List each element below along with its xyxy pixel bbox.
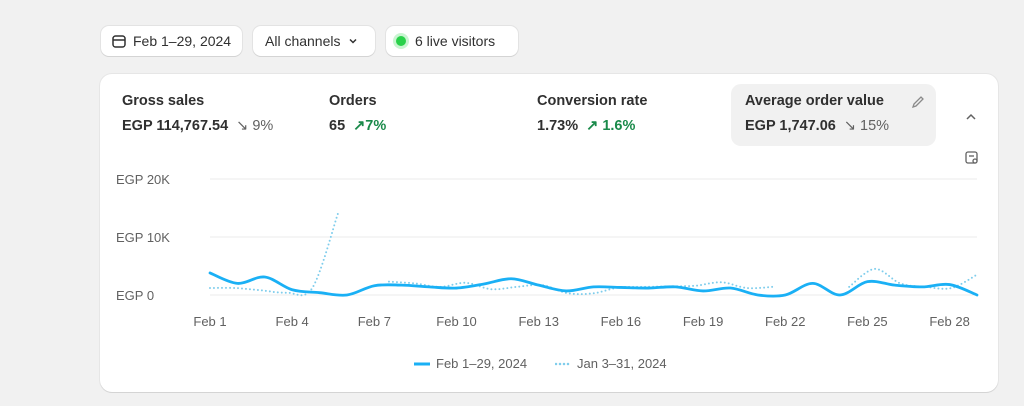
sales-chart — [208, 178, 979, 298]
metric-orders[interactable]: Orders 65 ↗7% — [315, 84, 515, 146]
channels-dropdown[interactable]: All channels — [253, 26, 375, 56]
y-tick-label: EGP 20K — [116, 172, 170, 187]
comparison-series-line — [848, 267, 978, 290]
live-visitors-button[interactable]: 6 live visitors — [386, 26, 518, 56]
collapse-chevron-icon[interactable] — [964, 110, 978, 124]
metric-value: 1.73% — [537, 118, 579, 134]
x-tick-label: Feb 16 — [600, 314, 642, 329]
channels-label: All channels — [265, 33, 341, 49]
calendar-icon — [112, 35, 126, 48]
current-series-line — [208, 271, 979, 298]
x-tick-label: Feb 13 — [518, 314, 559, 329]
y-tick-label: EGP 10K — [116, 230, 170, 245]
x-tick-label: Feb 28 — [929, 314, 970, 329]
chevron-down-icon — [348, 38, 357, 44]
x-tick-label: Feb 19 — [682, 314, 724, 329]
metric-change: ↗ 1.6% — [586, 118, 636, 134]
live-visitors-label: 6 live visitors — [415, 33, 496, 49]
live-dot-icon — [396, 36, 406, 46]
pencil-icon[interactable] — [910, 94, 926, 110]
x-tick-label: Feb 4 — [275, 314, 309, 329]
metric-gross-sales[interactable]: Gross sales EGP 114,767.54 ↘ 9% — [108, 84, 308, 146]
metric-change: ↗7% — [353, 118, 387, 134]
legend-label: Jan 3–31, 2024 — [577, 356, 667, 371]
metric-value: 65 — [329, 118, 346, 134]
legend-current[interactable]: Feb 1–29, 2024 — [414, 356, 527, 371]
comparison-series-line — [209, 212, 339, 297]
x-tick-label: Feb 10 — [436, 314, 477, 329]
metric-change: ↘ 15% — [843, 118, 890, 134]
metric-title: Average order value — [745, 93, 884, 109]
metric-conversion-rate[interactable]: Conversion rate 1.73% ↗ 1.6% — [523, 84, 723, 146]
legend-solid-line-icon — [414, 362, 430, 365]
x-tick-label: Feb 22 — [765, 314, 806, 329]
comparison-series-line — [387, 280, 774, 296]
x-tick-label: Feb 7 — [357, 314, 391, 329]
metrics-card: Gross sales EGP 114,767.54 ↘ 9% Orders 65 ↗7… — [100, 74, 998, 392]
metric-title: Gross sales — [122, 93, 205, 109]
metric-title: Conversion rate — [537, 93, 648, 109]
metric-title: Orders — [329, 93, 377, 109]
legend-label: Feb 1–29, 2024 — [436, 356, 528, 371]
date-range-button[interactable]: Feb 1–29, 2024 — [101, 26, 242, 56]
legend-dotted-line-icon — [555, 362, 571, 365]
date-range-label: Feb 1–29, 2024 — [133, 33, 232, 49]
metric-value: EGP 114,767.54 — [122, 118, 229, 134]
metric-change: ↘ 9% — [236, 118, 274, 134]
x-tick-label: Feb 25 — [847, 314, 888, 329]
chart-analyze-icon[interactable] — [964, 150, 980, 166]
legend-comparison[interactable]: Jan 3–31, 2024 — [555, 356, 667, 371]
metric-average-order-value[interactable]: Average order value EGP 1,747.06 ↘ 15% — [731, 84, 936, 146]
y-tick-label: EGP 0 — [116, 288, 155, 303]
metric-value: EGP 1,747.06 — [745, 118, 836, 134]
x-tick-label: Feb 1 — [193, 314, 227, 329]
